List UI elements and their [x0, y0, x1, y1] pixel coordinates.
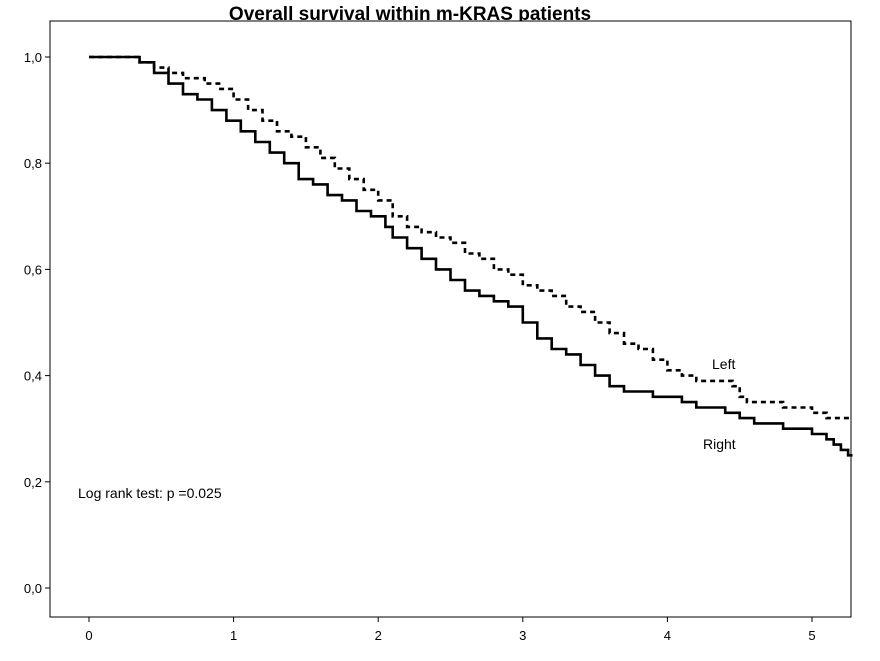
x-tick-label: 1: [230, 628, 237, 643]
plot-frame: [49, 20, 852, 618]
series-label-left: Left: [712, 356, 735, 372]
series-line-left: [89, 55, 853, 420]
chart-title: Overall survival within m-KRAS patients: [229, 4, 591, 25]
y-tick-label: 1,0: [24, 50, 42, 65]
x-tick-label: 4: [664, 628, 671, 643]
x-tick-label: 3: [519, 628, 526, 643]
y-axis: 0,0 0,2 0,4 0,6 0,8 1,0: [24, 50, 50, 596]
y-tick-label: 0,4: [24, 369, 42, 384]
y-tick-label: 0,2: [24, 475, 42, 490]
x-tick-label: 0: [85, 628, 92, 643]
y-tick-label: 0,6: [24, 262, 42, 277]
y-tick-label: 0,0: [24, 581, 42, 596]
series-line-right: [89, 55, 853, 457]
y-tick-label: 0,8: [24, 156, 42, 171]
x-tick-label: 2: [375, 628, 382, 643]
x-tick-label: 5: [808, 628, 815, 643]
series-layer: Left Right: [89, 55, 853, 457]
x-axis: 0 1 2 3 4 5: [85, 617, 816, 643]
series-label-right: Right: [703, 436, 736, 452]
log-rank-annotation: Log rank test: p =0.025: [78, 485, 222, 501]
